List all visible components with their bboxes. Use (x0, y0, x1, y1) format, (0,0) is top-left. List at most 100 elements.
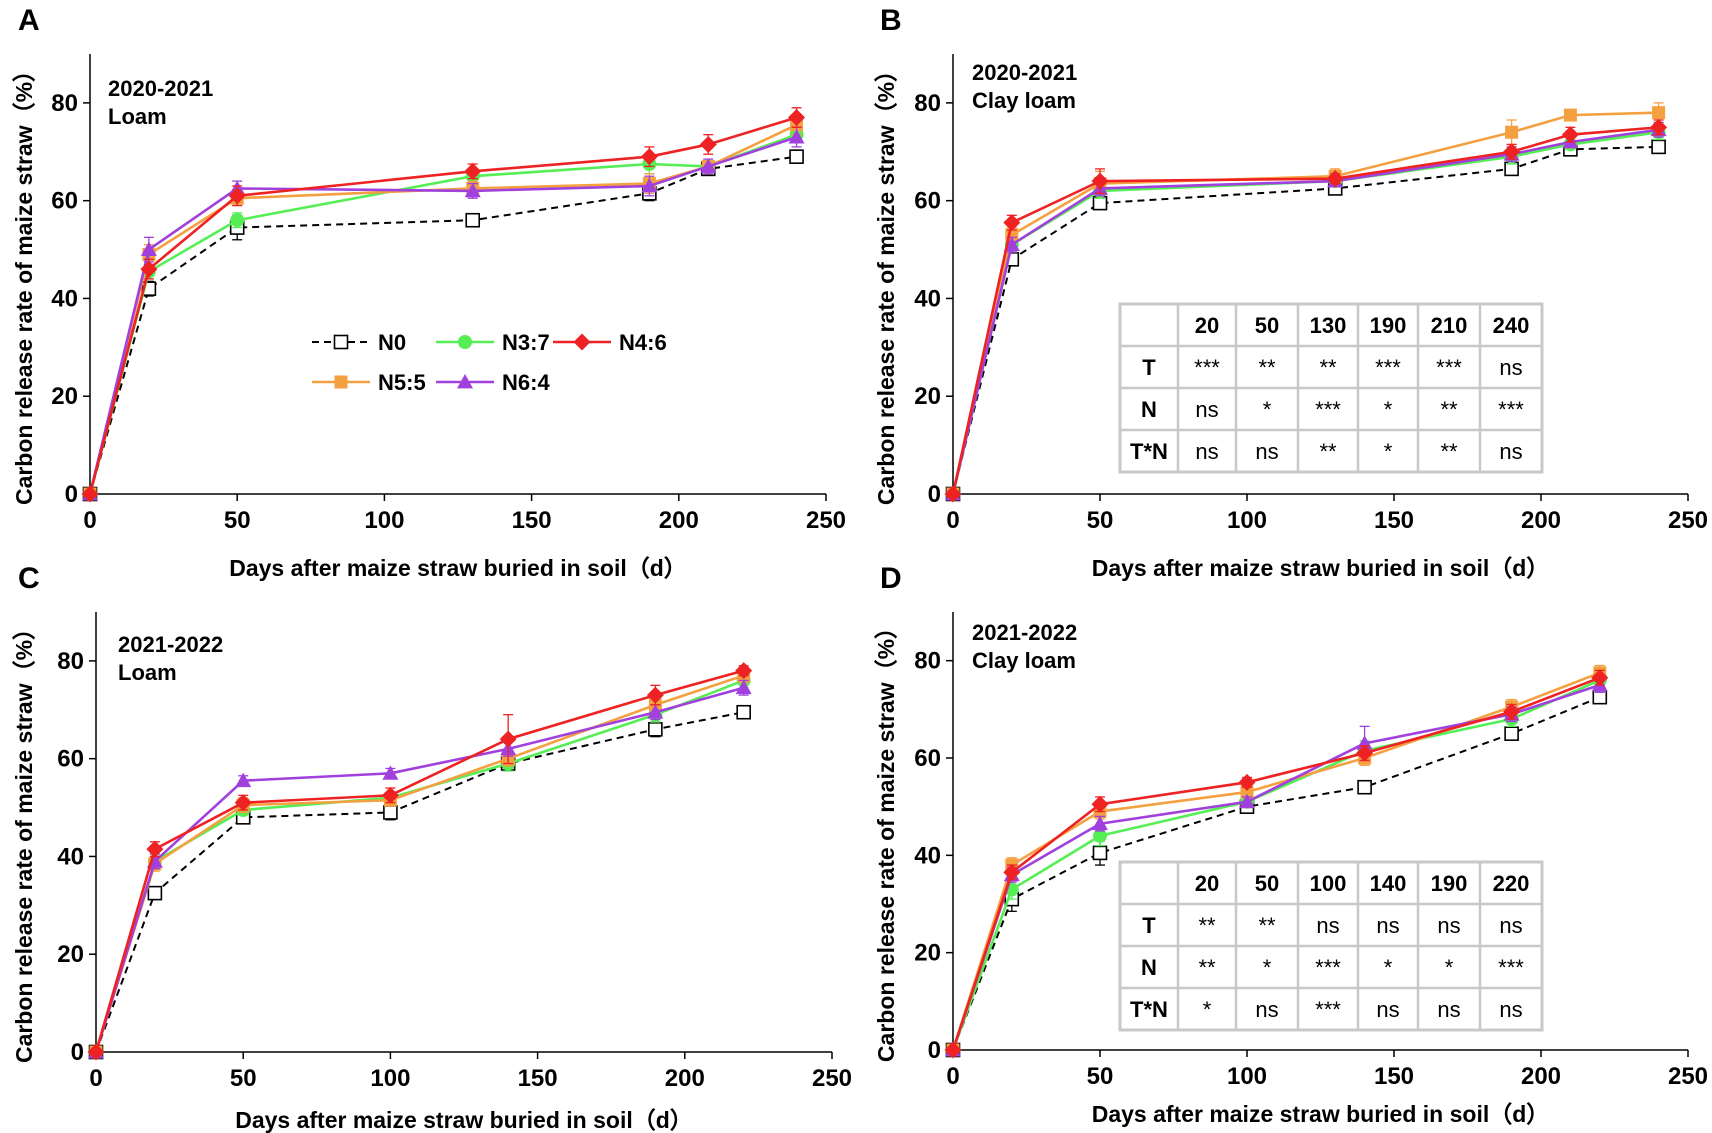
panel-c-series-n0 (88, 704, 751, 1060)
panel-d-x-tick-label: 50 (1087, 1063, 1114, 1090)
panel-a-point-n4-6 (228, 187, 246, 205)
panel-c-title: 2021-2022 (118, 632, 223, 657)
panel-b-subtitle: Clay loam (972, 88, 1076, 113)
panel-c-x-tick-label: 250 (812, 1065, 852, 1092)
panel-b-table-cell: N (1141, 397, 1157, 422)
panel-b-x-tick-label: 150 (1374, 507, 1414, 534)
panel-b-table-cell: T (1142, 355, 1156, 380)
panel-d-table-cell: ** (1198, 955, 1216, 980)
panel-c-point-n4-6 (735, 662, 753, 680)
panel-a-point-n6-4 (641, 178, 658, 193)
panel-c-point-n4-6 (87, 1043, 105, 1061)
panel-d-table-header-cell: 190 (1431, 871, 1468, 896)
panel-b-table-cell: *** (1315, 397, 1341, 422)
panel-d-x-tick-label: 0 (946, 1063, 959, 1090)
legend-marker-n6-4 (457, 374, 473, 389)
panel-a-x-tick-label: 50 (224, 507, 251, 534)
panel-d-table-cell: ns (1499, 913, 1522, 938)
panel-b-y-tick-label: 80 (914, 90, 941, 117)
panel-c-point-n6-4 (647, 704, 664, 719)
panel-b-table-cell: ns (1499, 355, 1522, 380)
panel-a-y-axis-label: Carbon release rate of maize straw（%） (11, 59, 37, 505)
panel-b-y-tick-label: 60 (914, 188, 941, 215)
panel-b-point-n5-5 (1652, 106, 1666, 120)
panel-d-y-tick-label: 80 (914, 648, 941, 675)
panel-a-x-tick-label: 100 (364, 507, 404, 534)
panel-b-table-cell: ** (1440, 397, 1458, 422)
panel-d-point-n0 (1504, 726, 1519, 741)
panel-b-x-axis-label: Days after maize straw buried in soil（d） (1092, 555, 1550, 581)
panel-c: C 0 50 100 150 200 250 0 20 40 60 80 Days after maiz… (11, 562, 852, 1133)
legend-label-n5-5: N5:5 (378, 370, 426, 395)
legend-label-n0: N0 (378, 330, 406, 355)
panel-a-point-n6-4 (700, 158, 717, 173)
panel-a-series-n6-4 (82, 126, 805, 501)
panel-b-y-tick-label: 0 (928, 481, 941, 508)
panel-a-series-n4-6-line (88, 116, 797, 495)
panel-b-x-tick-label: 0 (946, 507, 959, 534)
panel-a-y-tick-label: 40 (51, 285, 78, 312)
panel-b-table-header-cell: 190 (1370, 313, 1407, 338)
panel-c-point-n0 (648, 722, 663, 737)
panel-b-table-header-cell: 20 (1195, 313, 1219, 338)
panel-d-table-cell: T (1142, 913, 1156, 938)
panel-c-point-n4-6 (499, 730, 517, 748)
panel-d-point-n4-6 (1356, 744, 1374, 762)
panel-c-point-n0 (736, 704, 751, 720)
panel-c-x-tick-label: 150 (518, 1065, 558, 1092)
panel-d-table-cell: ns (1316, 913, 1339, 938)
panel-b-point-n6-4 (1003, 236, 1020, 252)
panel-d-table-cell: ** (1258, 913, 1276, 938)
legend-marker-n0 (333, 334, 349, 350)
panel-d-y-tick-label: 60 (914, 745, 941, 772)
panel-d-table-cell: ns (1255, 997, 1278, 1022)
panel-d-table-cell: ns (1376, 997, 1399, 1022)
panel-d-table-header-cell: 50 (1255, 871, 1279, 896)
panel-a-point-n6-4 (140, 241, 157, 256)
panel-b-letter: B (880, 4, 902, 37)
panel-d-y-tick-label: 20 (914, 940, 941, 967)
panel-b-table-cell: * (1263, 397, 1272, 422)
panel-b-table-cell: *** (1194, 355, 1220, 380)
panel-a-y-tick-label: 0 (65, 481, 78, 508)
panel-c-point-n0 (383, 805, 398, 820)
panel-a: A 0 50 100 150 200 250 0 20 40 60 80 Days after maiz… (11, 4, 846, 581)
panel-a-series-n5-5 (83, 114, 804, 501)
panel-d-x-tick-label: 150 (1374, 1063, 1414, 1090)
panel-c-y-tick-label: 80 (57, 648, 84, 675)
panel-c-x-axis-label: Days after maize straw buried in soil（d） (235, 1107, 693, 1133)
panel-a-point-n4-6 (699, 135, 717, 153)
panel-d-table-cell: *** (1315, 955, 1341, 980)
panel-d-x-axis-label: Days after maize straw buried in soil（d） (1092, 1101, 1550, 1127)
panel-c-y-tick-label: 20 (57, 941, 84, 968)
panel-c-series-n3-7-line (94, 679, 745, 1053)
panel-b-table-header-cell: 210 (1431, 313, 1468, 338)
panel-d-x-tick-label: 100 (1227, 1063, 1267, 1090)
panel-c-letter: C (18, 562, 40, 595)
panel-b-table-cell: *** (1498, 397, 1524, 422)
panel-a-x-tick-label: 250 (806, 507, 846, 534)
panel-a-subtitle: Loam (108, 104, 167, 129)
panel-b-y-axis-label: Carbon release rate of maize straw（%） (873, 59, 899, 505)
panel-c-point-n4-6 (234, 794, 252, 812)
panel-d-x-tick-label: 250 (1668, 1063, 1708, 1090)
panel-a-series-n0-line (89, 155, 797, 495)
panel-c-point-n6-4 (382, 765, 399, 780)
panel-d-title: 2021-2022 (972, 620, 1077, 645)
panel-b-table-cell: T*N (1130, 439, 1168, 464)
panel-b: B 0 50 100 150 200 250 0 20 40 60 80 Days after maiz… (873, 4, 1708, 581)
panel-b-point-n4-6 (1650, 118, 1668, 136)
panel-a-title: 2020-2021 (108, 76, 213, 101)
panel-b-table-cell: *** (1375, 355, 1401, 380)
legend-label-n6-4: N6:4 (502, 370, 550, 395)
panel-c-series-n6-4-line (94, 686, 745, 1053)
panel-d-point-n0 (1357, 779, 1372, 795)
panel-c-point-n0 (147, 885, 163, 901)
panel-b-table-cell: ** (1319, 355, 1337, 380)
panel-b-table-cell: ns (1499, 439, 1522, 464)
panel-a-series-n0 (82, 149, 804, 502)
panel-c-y-tick-label: 0 (71, 1039, 84, 1066)
panel-a-point-n6-4 (788, 129, 805, 144)
panel-b-table-cell: ns (1255, 439, 1278, 464)
